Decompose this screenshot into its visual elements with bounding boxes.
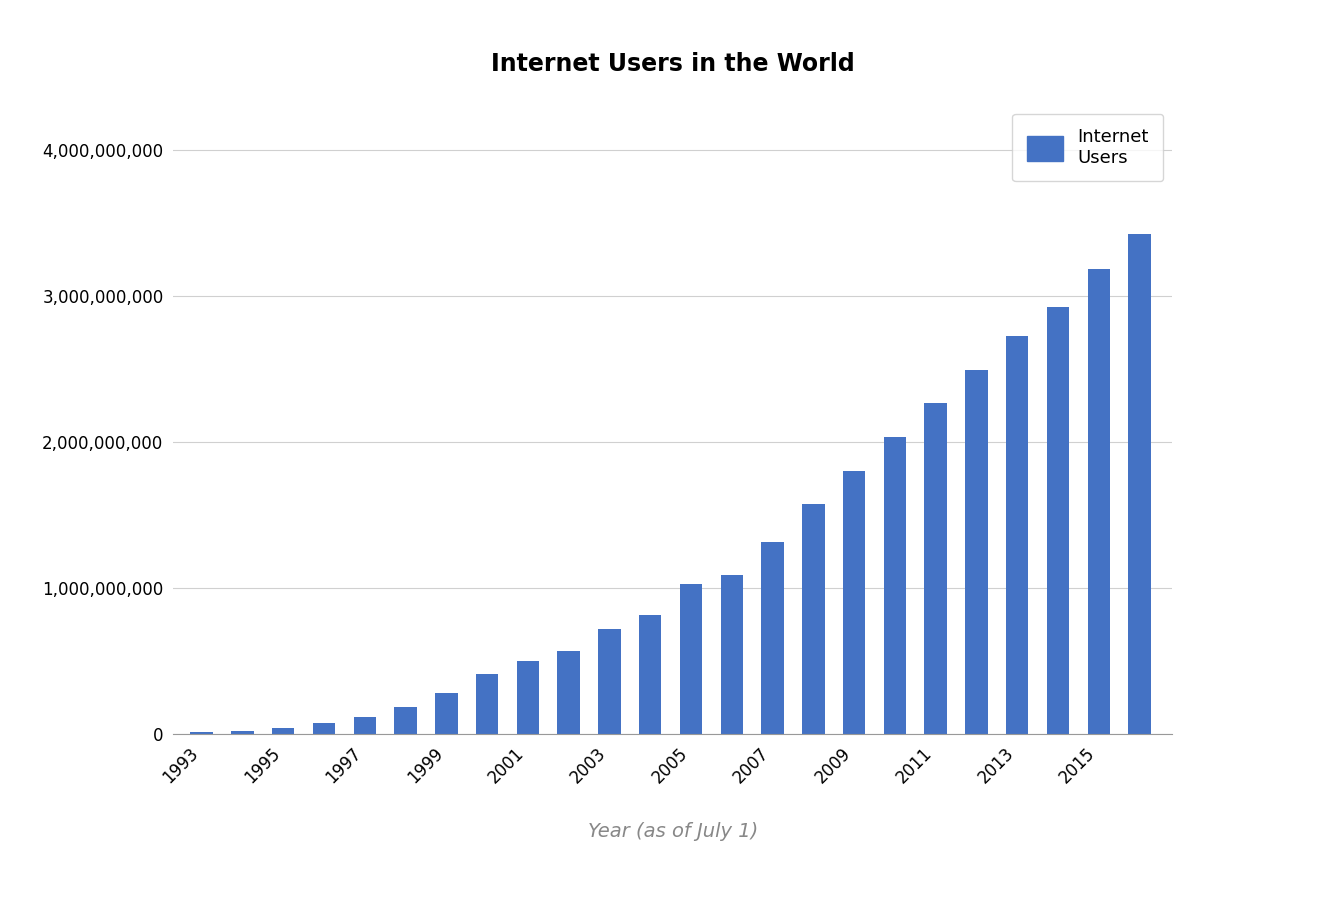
Bar bbox=[190, 733, 213, 734]
Bar bbox=[1006, 336, 1028, 734]
Bar bbox=[883, 437, 906, 734]
Bar bbox=[802, 505, 825, 734]
Bar bbox=[272, 728, 294, 734]
Bar bbox=[394, 707, 417, 734]
Bar bbox=[639, 615, 662, 734]
Bar bbox=[476, 674, 498, 734]
Bar bbox=[1128, 234, 1151, 734]
X-axis label: Year (as of July 1): Year (as of July 1) bbox=[587, 822, 758, 841]
Bar bbox=[517, 661, 539, 734]
Legend: Internet
Users: Internet Users bbox=[1012, 114, 1163, 182]
Bar bbox=[966, 370, 987, 734]
Bar bbox=[313, 723, 336, 734]
Bar bbox=[924, 403, 947, 734]
Bar bbox=[598, 630, 621, 734]
Bar bbox=[353, 717, 376, 734]
Bar bbox=[1047, 308, 1070, 734]
Title: Internet Users in the World: Internet Users in the World bbox=[490, 52, 855, 76]
Bar bbox=[762, 542, 783, 734]
Bar bbox=[436, 693, 458, 734]
Bar bbox=[843, 471, 866, 734]
Bar bbox=[232, 731, 253, 734]
Bar bbox=[558, 651, 579, 734]
Bar bbox=[1087, 269, 1110, 734]
Bar bbox=[679, 584, 702, 734]
Bar bbox=[721, 575, 743, 734]
